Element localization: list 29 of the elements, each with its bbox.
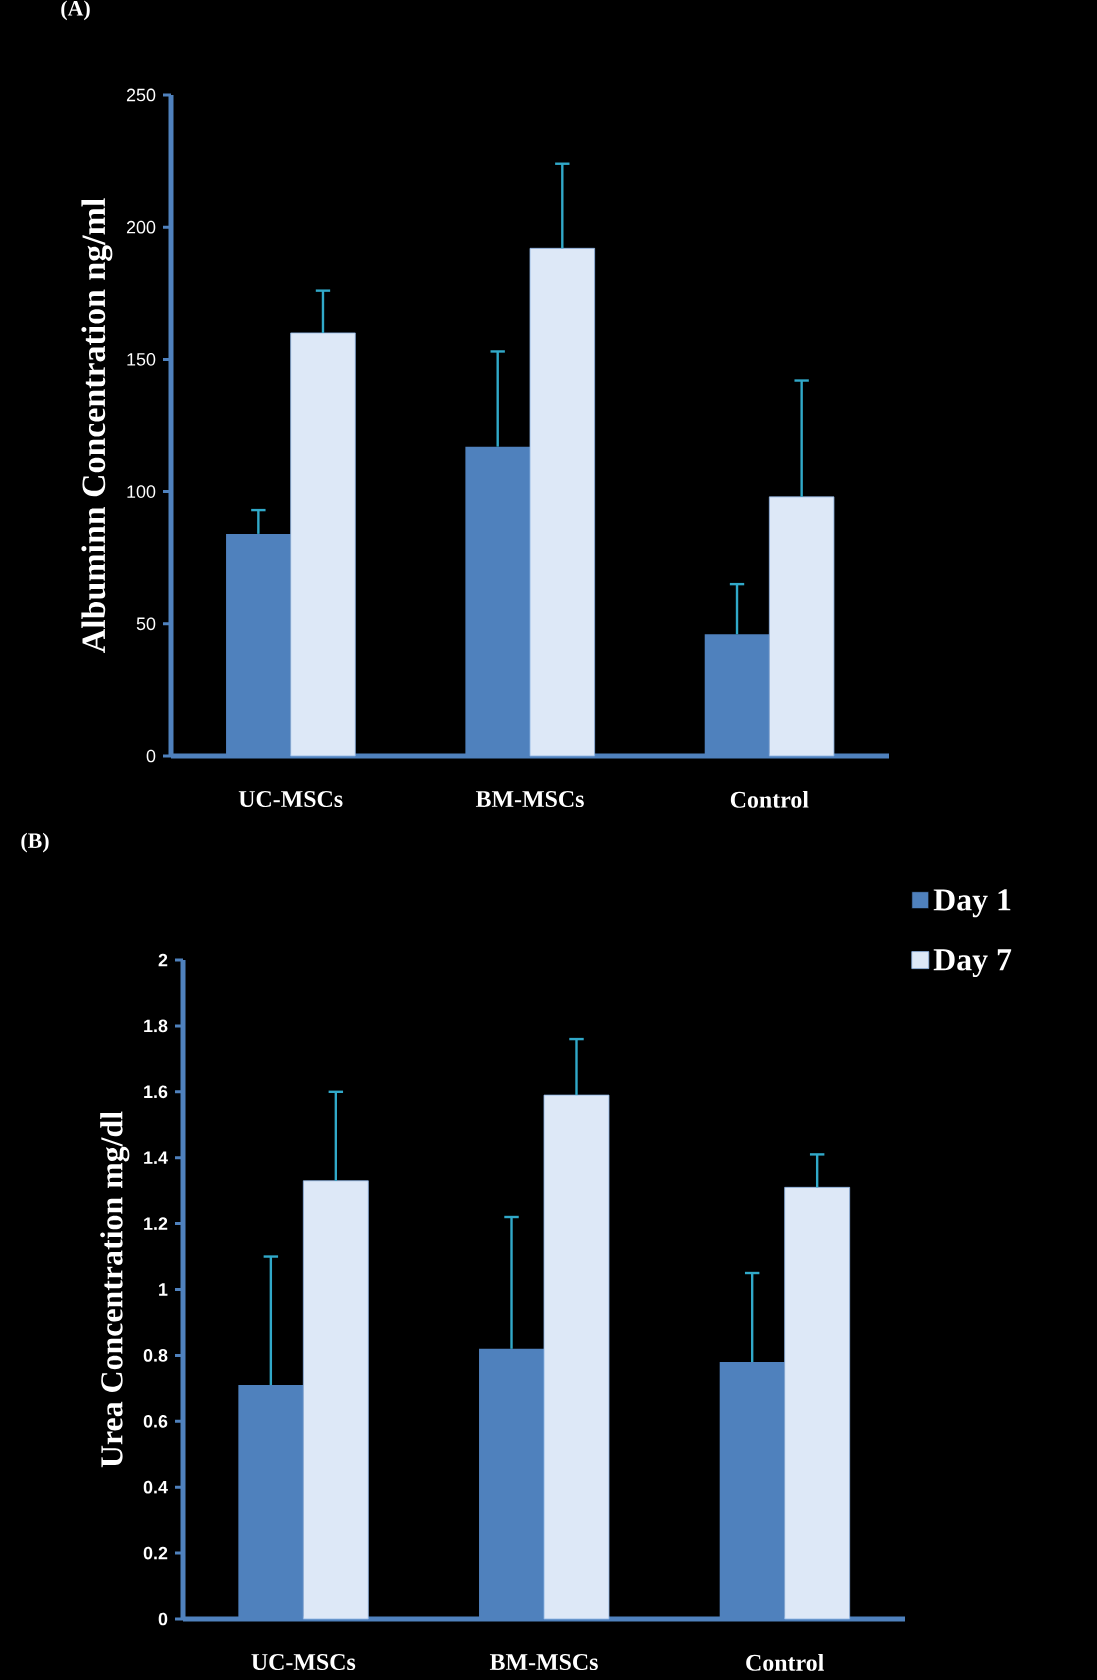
x-tick-label: Control (746, 1654, 824, 1671)
chart-title: (A) (61, 0, 90, 21)
y-tick-label: 0 (158, 1612, 168, 1626)
y-tick-label: 1.2 (144, 1217, 168, 1230)
y-tick-label: 0.6 (143, 1414, 168, 1428)
y-tick-label: 0.2 (143, 1546, 168, 1560)
legend-label: Day 1 (933, 889, 1011, 918)
y-tick-label: 0 (146, 749, 156, 763)
y-tick-label: 2 (158, 953, 168, 967)
x-tick-label: UC-MSCs (238, 791, 343, 808)
y-tick-label: 1.6 (144, 1085, 168, 1099)
y-tick-label: 150 (127, 353, 156, 366)
y-tick-label: 50 (136, 617, 156, 631)
x-tick-label: UC-MSCs (251, 1654, 356, 1671)
y-tick-label: 100 (127, 485, 156, 498)
y-tick-label: 0.4 (143, 1480, 168, 1494)
x-tick-label: Control (730, 791, 809, 808)
y-axis-title: Urea Concentration mg/dl (100, 1111, 130, 1468)
x-tick-label: BM-MSCs (475, 791, 584, 808)
y-tick-label: 1.4 (144, 1151, 168, 1164)
y-tick-label: 200 (126, 220, 156, 234)
x-tick-label: BM-MSCs (489, 1654, 598, 1671)
chart-title: (B) (21, 832, 49, 853)
y-tick-label: 0.8 (143, 1349, 168, 1362)
y-tick-label: 250 (126, 88, 156, 102)
y-tick-label: 1 (159, 1283, 168, 1296)
y-axis-title: Albuminn Concentration ng/ml (81, 198, 113, 653)
y-tick-label: 1.8 (144, 1019, 168, 1033)
legend-label: Day 7 (933, 949, 1012, 978)
